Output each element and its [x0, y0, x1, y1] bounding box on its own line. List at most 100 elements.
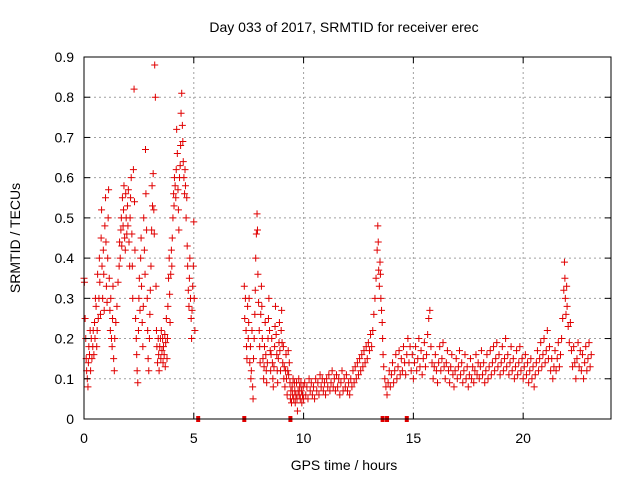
data-point [417, 347, 425, 355]
data-point [431, 351, 439, 359]
data-point [337, 379, 345, 387]
data-point [97, 234, 105, 242]
data-point [129, 294, 137, 302]
data-point [542, 347, 550, 355]
data-point [560, 258, 568, 266]
data-point [142, 190, 150, 198]
data-point [157, 327, 165, 335]
data-point [472, 351, 480, 359]
data-point [313, 387, 321, 395]
data-point [248, 327, 256, 335]
data-point [284, 347, 292, 355]
data-point [421, 363, 429, 371]
data-point [408, 351, 416, 359]
data-point [274, 355, 282, 363]
y-tick-label: 0.5 [55, 210, 75, 226]
data-point [140, 246, 148, 254]
data-point [559, 314, 567, 322]
data-point [93, 343, 101, 351]
data-point [170, 190, 178, 198]
data-point [526, 367, 534, 375]
data-point [181, 166, 189, 174]
data-point [350, 379, 358, 387]
data-point [479, 371, 487, 379]
data-point [177, 109, 185, 117]
data-point [146, 286, 154, 294]
data-point [181, 182, 189, 190]
data-point [84, 383, 92, 391]
data-point [450, 383, 458, 391]
data-point [116, 238, 124, 246]
data-point [305, 375, 313, 383]
y-tick-label: 0 [66, 411, 74, 427]
data-point [174, 186, 182, 194]
data-point [475, 375, 483, 383]
data-point [159, 343, 167, 351]
data-point [257, 310, 265, 318]
x-tick-label: 10 [296, 430, 312, 446]
data-point [517, 367, 525, 375]
data-point [508, 367, 516, 375]
data-point [145, 367, 153, 375]
data-point [151, 93, 159, 101]
data-point [499, 367, 507, 375]
data-point [340, 375, 348, 383]
data-point [307, 379, 315, 387]
data-point [453, 375, 461, 383]
data-point [140, 214, 148, 222]
data-point [190, 218, 198, 226]
data-point [126, 214, 134, 222]
data-point [369, 327, 377, 335]
data-point [314, 379, 322, 387]
data-point [538, 363, 546, 371]
data-point [189, 262, 197, 270]
data-point [328, 367, 336, 375]
data-point [420, 339, 428, 347]
data-point [449, 371, 457, 379]
data-point [415, 335, 423, 343]
data-point [121, 234, 129, 242]
data-point [176, 162, 184, 170]
data-point [510, 375, 518, 383]
data-point [183, 242, 191, 250]
data-point [107, 294, 115, 302]
data-point [285, 371, 293, 379]
data-point [563, 282, 571, 290]
data-point [341, 383, 349, 391]
data-point [260, 343, 268, 351]
data-point [122, 190, 130, 198]
data-point [373, 246, 381, 254]
data-point [549, 375, 557, 383]
data-point [254, 270, 262, 278]
data-point [144, 355, 152, 363]
data-point [105, 274, 113, 282]
data-point [264, 314, 272, 322]
data-point [532, 359, 540, 367]
data-point [112, 318, 120, 326]
y-tick-label: 0.3 [55, 290, 75, 306]
data-point [334, 383, 342, 391]
data-point [278, 306, 286, 314]
data-point [109, 282, 117, 290]
data-point [168, 234, 176, 242]
data-point [440, 363, 448, 371]
data-point [166, 290, 174, 298]
data-point [439, 339, 447, 347]
data-point [271, 343, 279, 351]
data-point [288, 383, 296, 391]
data-point [301, 379, 309, 387]
data-point [284, 367, 292, 375]
data-point [558, 335, 566, 343]
data-point [448, 351, 456, 359]
data-point [165, 254, 173, 262]
data-point [272, 331, 280, 339]
data-point [351, 363, 359, 371]
data-point [106, 306, 114, 314]
data-point [442, 359, 450, 367]
data-point [447, 363, 455, 371]
x-tick-label: 0 [80, 430, 88, 446]
data-point [150, 206, 158, 214]
data-point [520, 363, 528, 371]
data-point [93, 327, 101, 335]
